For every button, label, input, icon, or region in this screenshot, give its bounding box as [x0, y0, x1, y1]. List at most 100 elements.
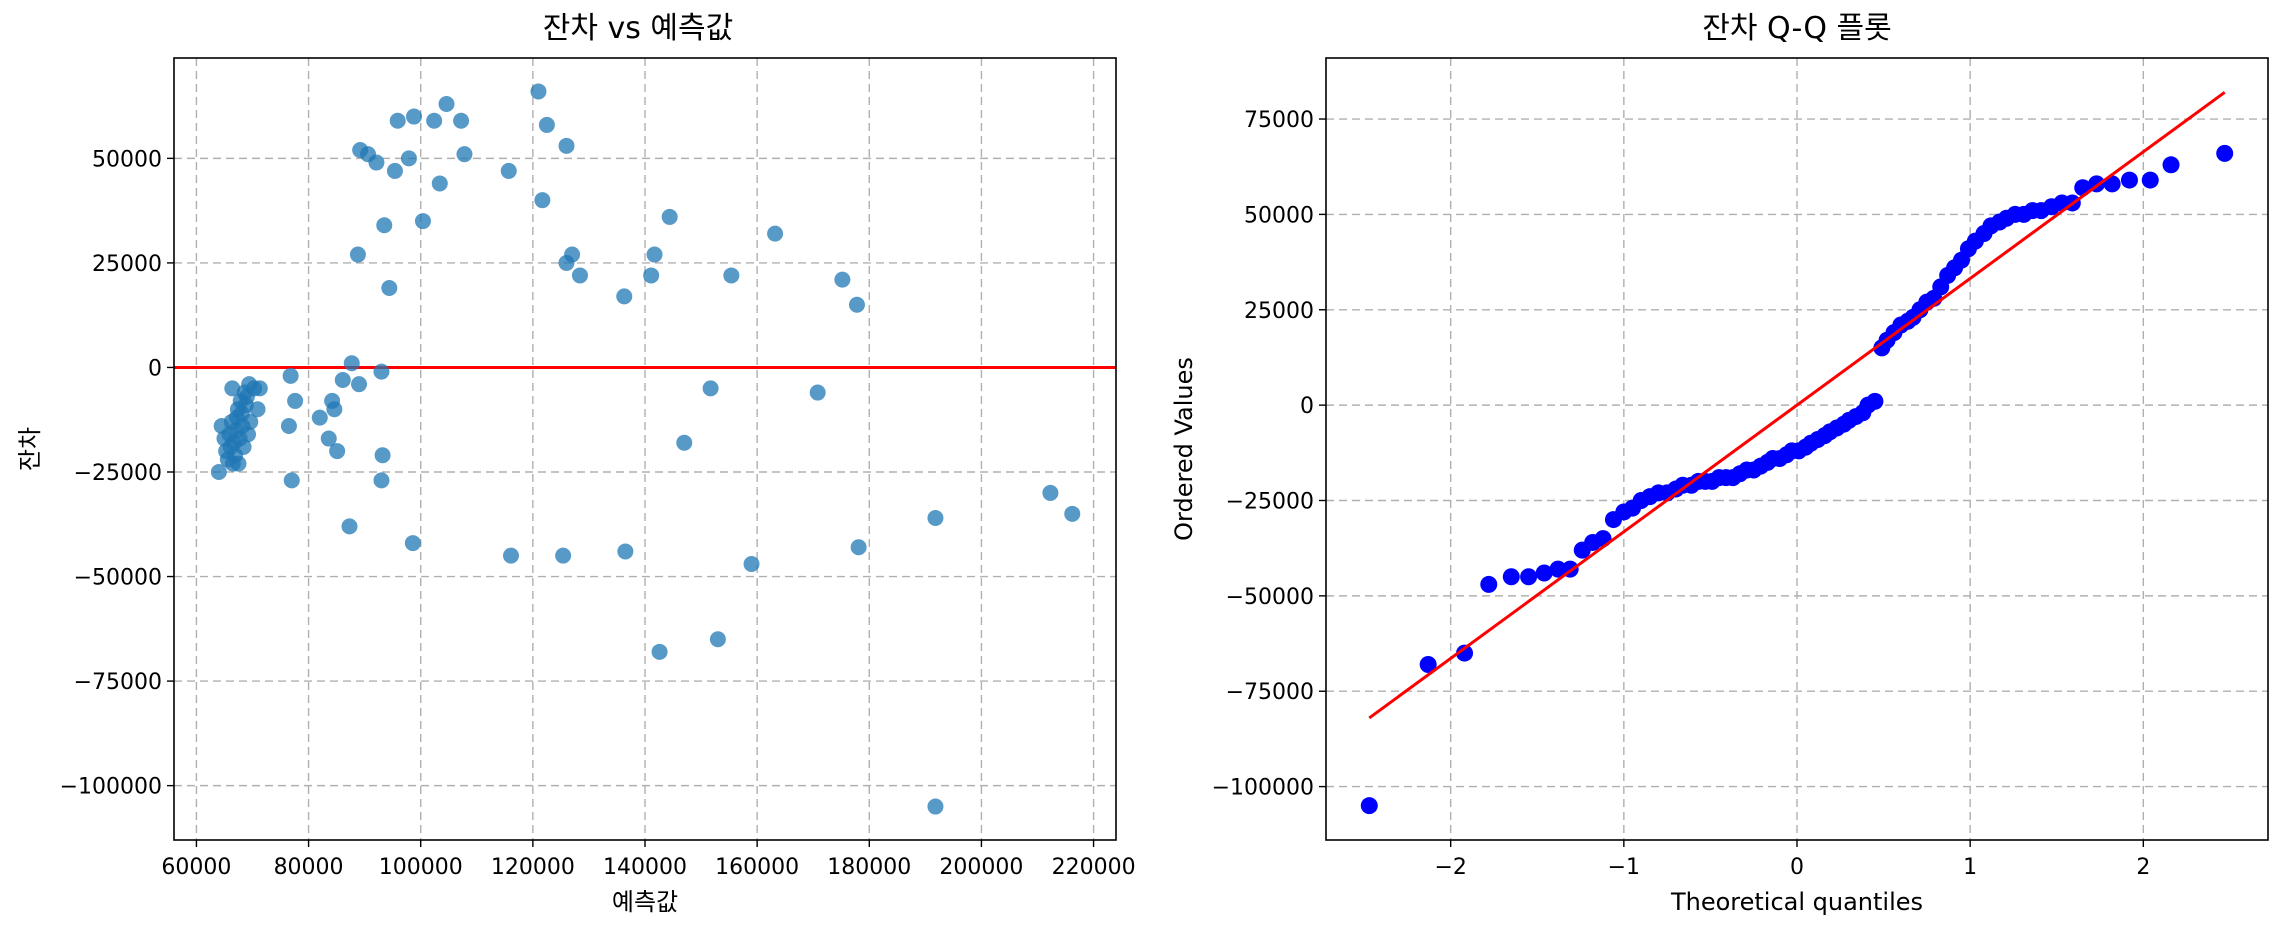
y-tick-label: −100000 [60, 775, 162, 800]
y-tick-label: 75000 [1244, 108, 1314, 133]
axis-ticks: 60000 80000 100000 120000 140000 160000 180000… [60, 147, 1136, 880]
x-tick-label: 200000 [939, 855, 1023, 880]
y-tick-label: −50000 [1226, 585, 1314, 610]
data-point [1520, 568, 1538, 586]
data-point [571, 267, 588, 284]
data-point [389, 112, 406, 129]
data-point [809, 384, 826, 401]
data-point [500, 162, 517, 179]
data-point [400, 150, 417, 167]
data-point [1502, 568, 1520, 586]
data-points [174, 83, 1116, 815]
data-point [850, 539, 867, 556]
data-point [1419, 656, 1437, 674]
data-point [2162, 156, 2180, 174]
data-point [1042, 484, 1059, 501]
x-tick-label: 120000 [491, 855, 575, 880]
data-point [502, 547, 519, 564]
data-point [848, 296, 865, 313]
x-tick-label: 220000 [1052, 855, 1136, 880]
data-point [374, 447, 391, 464]
data-point [224, 380, 241, 397]
x-tick-label: 80000 [274, 855, 344, 880]
data-point [834, 271, 851, 288]
data-point [210, 464, 227, 480]
data-point [287, 392, 304, 409]
data-point [386, 162, 403, 179]
x-axis-label: 예측값 [612, 888, 678, 916]
data-point [414, 213, 431, 230]
data-point [373, 472, 390, 489]
y-tick-label: 50000 [1244, 203, 1314, 228]
data-point [651, 643, 668, 660]
data-point [1594, 530, 1612, 548]
data-point [643, 267, 660, 284]
data-point [927, 798, 944, 815]
data-point [349, 246, 366, 263]
data-point [2141, 171, 2159, 189]
residual-vs-predicted-chart: 잔차 vs 예측값 60000 80000 100000 120000 140000 16… [16, 11, 1136, 916]
x-tick-label: 140000 [603, 855, 687, 880]
data-point [564, 246, 581, 263]
data-point [617, 543, 634, 560]
data-point [329, 443, 346, 460]
data-point [334, 372, 351, 388]
data-point [723, 267, 740, 284]
data-point [646, 246, 663, 263]
data-point [2103, 175, 2121, 193]
y-tick-label: −75000 [1226, 680, 1314, 705]
data-point [426, 112, 443, 129]
x-tick-label: 1 [1963, 855, 1977, 880]
data-point [456, 146, 473, 163]
data-point [558, 137, 575, 154]
qq-plot-chart: 잔차 Q-Q 플롯 −2 −1 0 1 2 −100000 −75000 −50000 −250… [1170, 11, 2269, 916]
data-point [709, 631, 726, 648]
y-tick-label: 25000 [92, 252, 162, 277]
data-point [326, 401, 343, 418]
x-tick-label: −1 [1608, 855, 1640, 880]
data-point [1064, 505, 1081, 522]
fit-line [1368, 91, 2226, 720]
data-point [235, 438, 252, 455]
gridlines [174, 58, 1116, 840]
x-tick-label: 100000 [379, 855, 463, 880]
data-point [404, 535, 421, 552]
data-point [280, 418, 297, 434]
x-tick-label: 60000 [161, 855, 231, 880]
data-point [927, 510, 944, 526]
data-point [1360, 797, 1378, 815]
data-point [438, 96, 455, 112]
y-tick-label: −50000 [74, 566, 162, 591]
data-point [376, 217, 393, 234]
data-point [676, 434, 693, 451]
data-point [702, 380, 719, 397]
data-point [530, 83, 547, 100]
data-point [240, 426, 257, 443]
data-point [1456, 644, 1474, 662]
data-point [381, 280, 398, 296]
data-point [341, 518, 358, 535]
data-point [343, 355, 360, 372]
data-point [249, 401, 266, 418]
x-tick-label: 160000 [715, 855, 799, 880]
x-tick-label: −2 [1434, 855, 1466, 880]
data-point [320, 430, 337, 447]
y-axis-label: 잔차 [16, 427, 44, 471]
data-point [405, 108, 422, 125]
data-point [616, 288, 633, 305]
data-point [534, 192, 551, 209]
chart-title: 잔차 vs 예측값 [543, 11, 733, 46]
y-tick-label: −25000 [74, 461, 162, 486]
data-point [311, 409, 328, 426]
data-point [661, 208, 678, 225]
data-point [2120, 171, 2138, 189]
y-tick-label: 0 [148, 356, 162, 381]
data-points [1360, 91, 2234, 815]
chart-title: 잔차 Q-Q 플롯 [1702, 11, 1891, 46]
data-point [251, 380, 268, 397]
data-point [283, 472, 300, 489]
y-tick-label: −100000 [1212, 776, 1314, 801]
gridlines [1326, 58, 2268, 840]
x-axis-label: Theoretical quantiles [1670, 888, 1923, 916]
